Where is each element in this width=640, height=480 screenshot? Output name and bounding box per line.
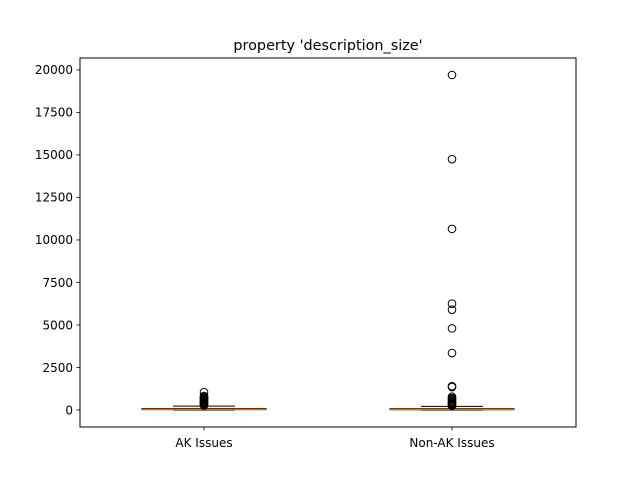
- outlier-point: [447, 154, 457, 164]
- y-tick-label: 20000: [35, 63, 73, 77]
- box-group: [141, 387, 267, 411]
- outlier-point: [199, 387, 209, 397]
- outlier-point: [447, 348, 457, 358]
- y-tick-label: 10000: [35, 233, 73, 247]
- outlier-point: [447, 70, 457, 80]
- outlier-point: [447, 392, 457, 402]
- plot-area: [141, 70, 515, 411]
- outlier-point: [447, 305, 457, 314]
- y-axis: 0 2500 5000 7500 10000 12500 15000 17500 20000: [35, 63, 80, 417]
- x-tick-label: Non-AK Issues: [409, 436, 494, 450]
- x-tick-label: AK Issues: [175, 436, 232, 450]
- outlier-point: [199, 391, 209, 401]
- y-tick-label: 17500: [35, 106, 73, 120]
- chart-title: property 'description_size': [233, 38, 422, 54]
- outlier-point: [447, 381, 457, 391]
- y-tick-label: 7500: [42, 276, 73, 290]
- y-tick-label: 15000: [35, 148, 73, 162]
- y-tick-label: 12500: [35, 191, 73, 205]
- y-tick-label: 0: [65, 403, 73, 417]
- box-group: [389, 70, 515, 411]
- axes-frame: [79, 57, 577, 428]
- outlier-point: [447, 299, 457, 309]
- outlier-point: [447, 224, 457, 234]
- y-tick-label: 5000: [42, 318, 73, 332]
- y-tick-label: 2500: [42, 361, 73, 375]
- outlier-point: [447, 324, 457, 333]
- x-axis: AK Issues Non-AK Issues: [175, 427, 495, 450]
